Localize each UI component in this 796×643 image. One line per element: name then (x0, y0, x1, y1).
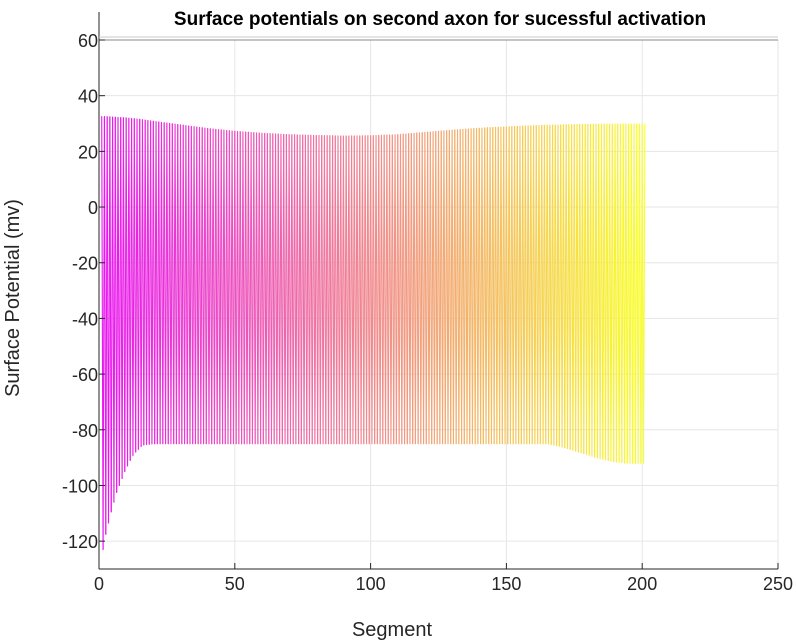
x-tick-label: 200 (627, 574, 657, 594)
potential-traces (101, 116, 646, 551)
y-tick-label: -20 (72, 254, 98, 274)
x-tick-label: 150 (491, 574, 521, 594)
potential-trace-segment (643, 123, 646, 464)
x-axis-label: Segment (352, 619, 432, 641)
x-tick-label: 100 (356, 574, 386, 594)
y-tick-labels: -120 -100 -80 -60 -40 -20 0 20 40 60 (62, 31, 98, 552)
y-tick-label: -60 (72, 365, 98, 385)
chart-title: Surface potentials on second axon for su… (174, 9, 706, 30)
y-tick-label: -40 (72, 309, 98, 329)
y-tick-label: -120 (62, 532, 98, 552)
y-tick-label: 40 (78, 87, 98, 107)
plot-background (99, 40, 778, 569)
y-tick-label: 60 (78, 31, 98, 51)
axes (98, 12, 779, 570)
x-tick-labels: 0 50 100 150 200 250 (94, 574, 793, 594)
x-tick-label: 50 (225, 574, 245, 594)
y-tick-label: -100 (62, 476, 98, 496)
y-tick-label: -80 (72, 421, 98, 441)
x-tick-label: 250 (763, 574, 793, 594)
x-tick-label: 0 (94, 574, 104, 594)
y-tick-label: 0 (88, 198, 98, 218)
plot-area: 0 50 100 150 200 250 -120 -100 -80 -60 -40 -20 0 20 4… (62, 12, 793, 594)
y-axis-label: Surface Potential (mv) (2, 199, 24, 397)
y-tick-label: 20 (78, 142, 98, 162)
